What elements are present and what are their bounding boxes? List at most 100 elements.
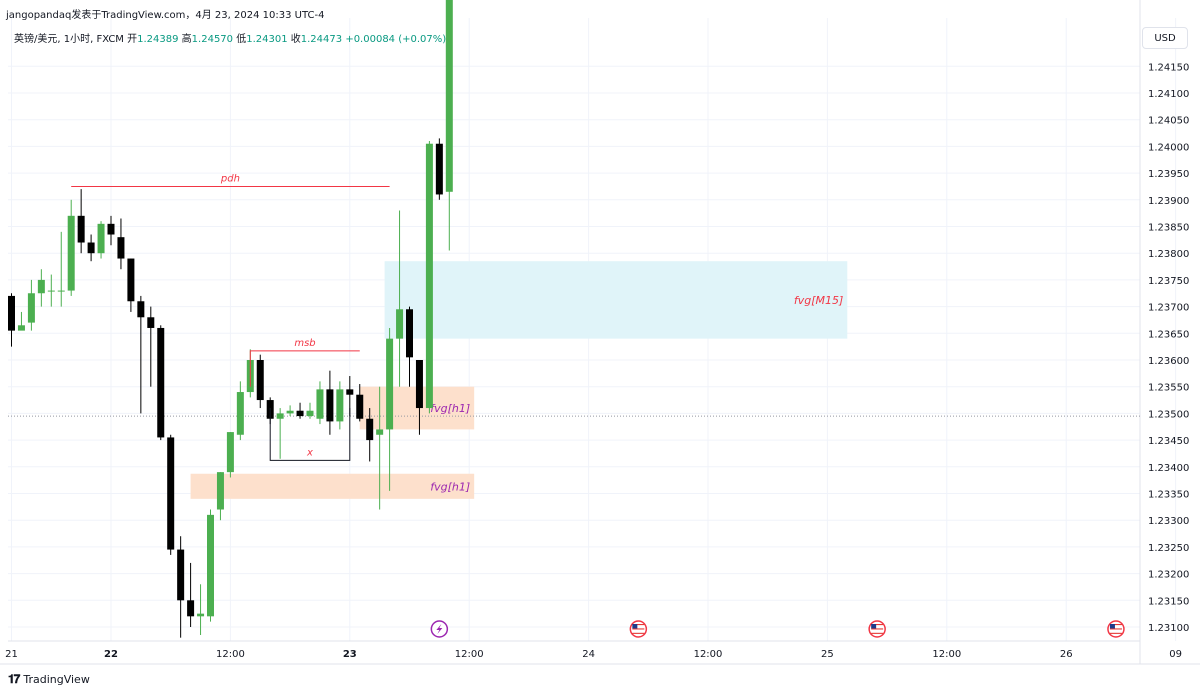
zones: fvg[M15] fvg[h1] fvg[h1] <box>190 261 848 499</box>
y-tick-label: 1.24100 <box>1148 89 1189 100</box>
flag-stripe <box>871 624 884 626</box>
candle-body <box>346 389 354 395</box>
candle <box>376 386 384 510</box>
x-tick-label: 22 <box>104 649 118 660</box>
candle-body <box>147 317 155 328</box>
candle <box>97 221 105 259</box>
flag-stripe <box>871 632 884 634</box>
candle <box>445 0 453 251</box>
y-tick-label: 1.23450 <box>1148 436 1189 447</box>
y-tick-label: 1.23600 <box>1148 356 1189 367</box>
us-flag-icon[interactable] <box>868 620 886 638</box>
y-tick-label: 1.24150 <box>1148 62 1189 73</box>
flag-stripe <box>632 632 645 634</box>
us-flag-icon[interactable] <box>629 620 648 638</box>
legend-change: +0.00084 (+0.07%) <box>345 34 447 45</box>
candle-body <box>67 215 75 291</box>
candle <box>177 536 185 638</box>
us-flag-icon[interactable] <box>1107 620 1125 638</box>
candle-body <box>306 410 314 417</box>
candle <box>67 199 75 296</box>
flag-stripe <box>1109 624 1122 626</box>
candle <box>435 138 443 200</box>
candle-body <box>77 215 85 243</box>
candle-body <box>47 290 55 292</box>
candle <box>8 293 15 347</box>
flag-stripe <box>1109 626 1122 628</box>
flag-canton <box>632 624 638 629</box>
flag-stripe <box>871 626 884 628</box>
y-tick-label: 1.23900 <box>1148 196 1189 207</box>
candle <box>296 402 304 419</box>
candle <box>326 370 334 435</box>
y-tick-label: 1.23550 <box>1148 383 1189 394</box>
y-tick-label: 1.23100 <box>1148 623 1189 634</box>
candle-body <box>406 309 413 358</box>
candle <box>356 384 364 422</box>
candle <box>226 432 234 478</box>
candle-body <box>376 429 384 435</box>
candle-body <box>216 472 224 510</box>
candle <box>207 509 214 622</box>
candle <box>147 306 155 387</box>
tradingview-logo-icon: 𝟏𝟕 <box>8 672 20 686</box>
flag-canton <box>871 624 877 629</box>
chart-legend: 英镑/美元, 1小时, FXCM 开1.24389 高1.24570 低1.24… <box>14 30 446 45</box>
legend-high: 1.24570 <box>191 34 234 45</box>
candle-body <box>445 0 453 192</box>
legend-open: 1.24389 <box>137 34 179 45</box>
candle-body <box>386 338 394 430</box>
candle <box>216 472 224 521</box>
flag-stripe <box>632 624 645 626</box>
annotations: pdh msb x <box>71 173 390 461</box>
publisher-info: jangopandaq发表于TradingView.com，4月 23, 202… <box>6 10 325 21</box>
flag-stripe <box>632 628 645 630</box>
y-tick-label: 1.23200 <box>1148 570 1189 581</box>
candle-body <box>187 600 195 617</box>
currency-button[interactable]: USD <box>1142 27 1188 49</box>
x-tick-label: 24 <box>582 649 595 660</box>
y-tick-label: 1.23150 <box>1148 596 1189 607</box>
y-tick-label: 1.23350 <box>1148 490 1189 501</box>
lightning-icon[interactable] <box>430 620 449 638</box>
candle-body <box>87 242 95 254</box>
candle <box>406 306 413 387</box>
candle-body <box>207 514 214 617</box>
candle-body <box>127 258 135 302</box>
legend-low-label: 低 <box>236 34 247 45</box>
y-tick-label: 1.24050 <box>1148 116 1189 127</box>
candle-body <box>177 549 185 601</box>
y-tick-label: 1.23500 <box>1148 409 1189 420</box>
candle-body <box>326 389 334 422</box>
candle-body <box>286 410 294 414</box>
candle <box>107 215 115 246</box>
candle <box>415 360 423 435</box>
grid-lines <box>8 18 1177 641</box>
legend-close-label: 收 <box>290 34 301 45</box>
candle-body <box>336 389 344 422</box>
tradingview-brand[interactable]: 𝟏𝟕 TradingView <box>8 672 90 687</box>
candle <box>425 141 433 414</box>
candle <box>137 295 145 414</box>
y-tick-label: 1.23400 <box>1148 463 1189 474</box>
flag-stripe <box>1109 630 1122 632</box>
candle <box>286 405 294 417</box>
x-tick-label: 12:00 <box>455 649 484 660</box>
flag-stripe <box>1109 628 1122 630</box>
candle <box>396 210 404 387</box>
y-tick-label: 1.23700 <box>1148 303 1189 314</box>
y-tick-label: 1.23850 <box>1148 223 1189 234</box>
candle <box>77 189 85 254</box>
candle <box>117 218 125 270</box>
fvg-zone-label: fvg[M15] <box>794 294 843 307</box>
candle-body <box>276 413 284 419</box>
candle <box>386 327 394 491</box>
candle <box>157 325 165 441</box>
candle <box>167 434 175 555</box>
candle <box>276 408 284 459</box>
flag-stripe <box>871 628 884 630</box>
legend-high-label: 高 <box>181 34 192 45</box>
y-tick-label: 1.23300 <box>1148 516 1189 527</box>
x-tick-label: 09 <box>1169 649 1182 660</box>
